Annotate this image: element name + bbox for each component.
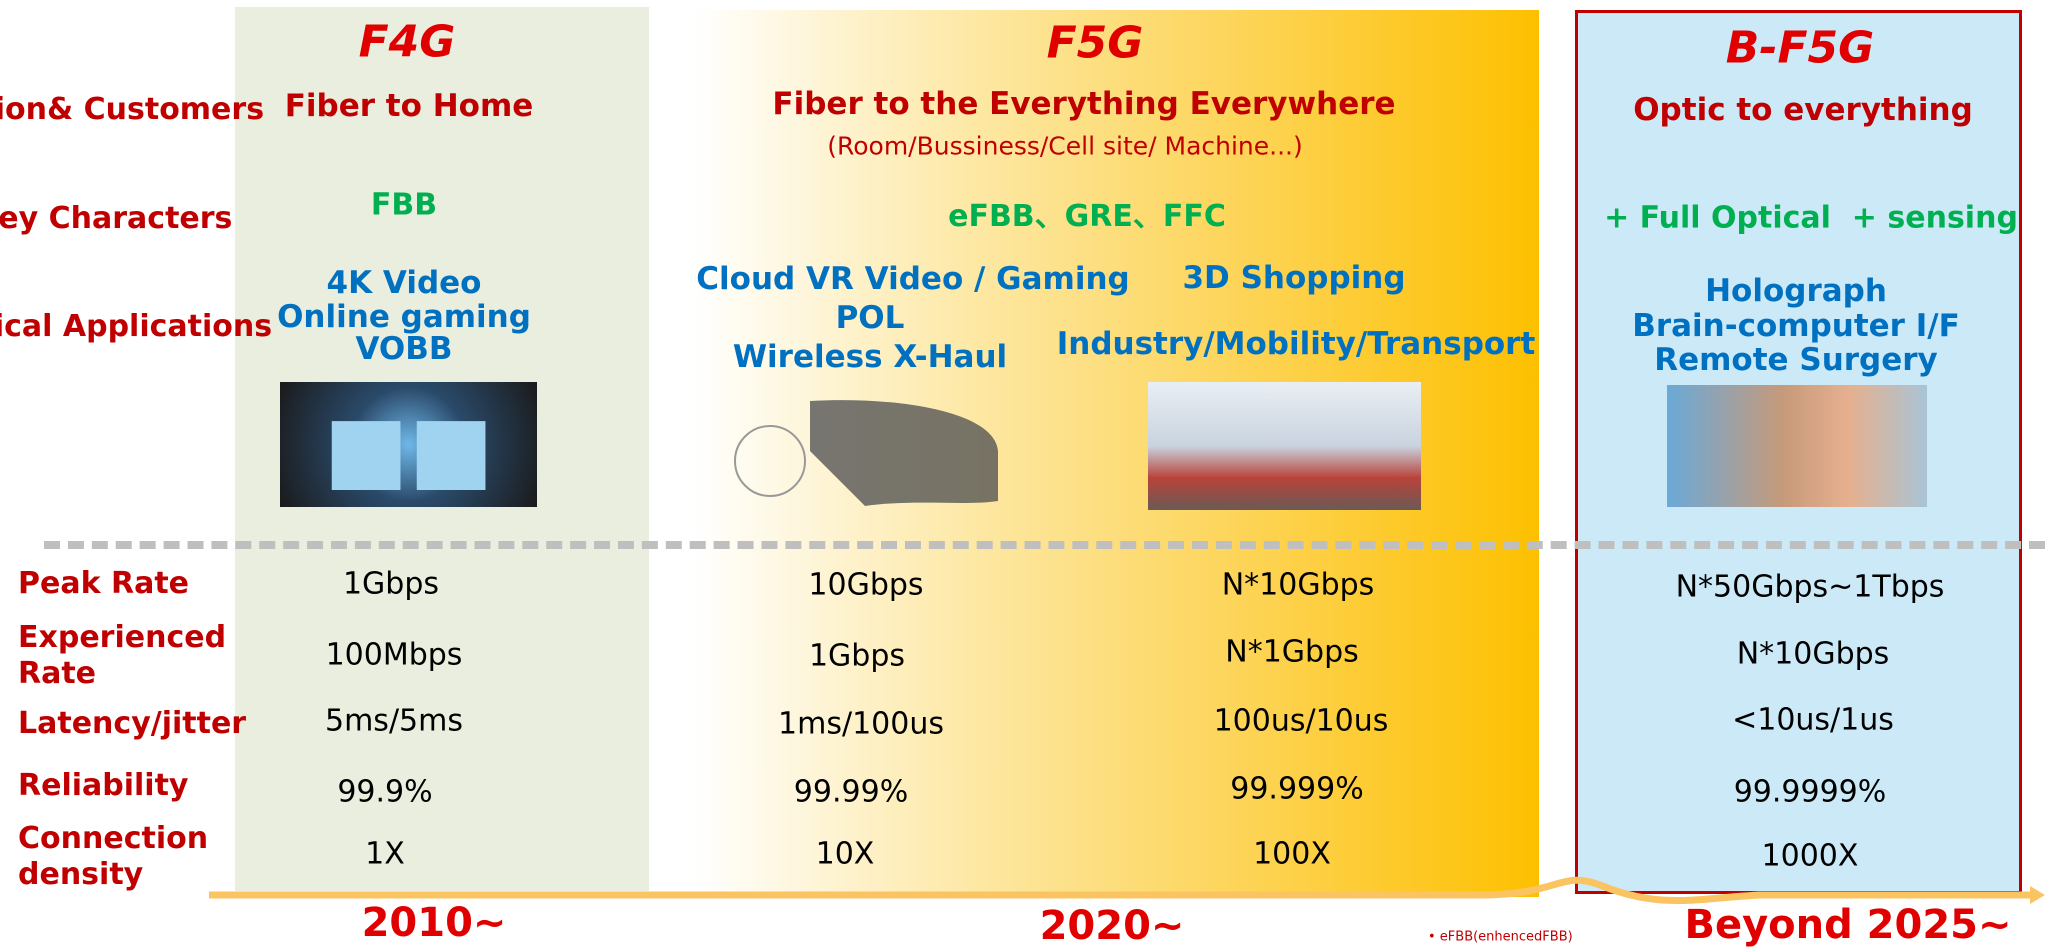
application: Online gaming: [277, 299, 531, 335]
year: Beyond 2025~: [1684, 902, 2011, 948]
application: 4K Video: [327, 265, 482, 301]
characters: FBB: [371, 188, 437, 223]
application: Remote Surgery: [1654, 342, 1938, 378]
application: Brain-computer I/F: [1632, 308, 1960, 344]
metric: 100us/10us: [1214, 704, 1389, 739]
vr-sketch: [715, 391, 998, 522]
metric: 1X: [365, 837, 405, 872]
vision-sub: (Room/Bussiness/Cell site/ Machine...): [827, 132, 1303, 161]
metric: 1ms/100us: [778, 707, 944, 742]
image-holograph: [1667, 385, 1927, 507]
metric: <10us/1us: [1732, 703, 1894, 738]
metric: 99.9999%: [1734, 775, 1887, 810]
slide: {"row_labels":{"vision":"Vision& Custome…: [0, 0, 2045, 945]
arrow-head: [2030, 886, 2045, 904]
characters: eFBB、GRE、FFC: [948, 191, 1226, 235]
metric: 1Gbps: [809, 639, 905, 674]
application: 3D Shopping: [1182, 260, 1405, 296]
row-label: Key Characters: [0, 201, 232, 237]
image-3d: [1148, 382, 1421, 510]
timeline-arrow: [209, 880, 2030, 900]
application: POL: [836, 300, 905, 336]
metric: 5ms/5ms: [325, 704, 463, 739]
year: 2020~: [1040, 903, 1185, 949]
row-label: Experienced Rate: [18, 620, 218, 692]
metric: 10Gbps: [808, 568, 923, 603]
characters: + Full Optical + sensing: [1604, 201, 2018, 236]
vision: Fiber to the Everything Everywhere: [772, 86, 1395, 122]
metric: 99.9%: [337, 775, 432, 810]
row-label: Vision& Customers: [0, 92, 264, 128]
row-label: Connection density: [18, 821, 218, 893]
image-vr: [715, 391, 998, 522]
row-label: Typical Applications: [0, 309, 272, 345]
row-label: Latency/jitter: [18, 706, 246, 742]
generation-title: F4G: [359, 17, 456, 68]
generation-title: F5G: [1047, 18, 1144, 69]
footnote: • eFBB(enhencedFBB): [1428, 930, 1573, 945]
year: 2010~: [362, 900, 507, 946]
image-glyph: ■■: [280, 396, 537, 501]
row-label: Peak Rate: [18, 566, 189, 602]
metric: N*10Gbps: [1737, 637, 1890, 672]
metric: 100X: [1253, 837, 1331, 872]
generation-title: B-F5G: [1726, 23, 1875, 74]
metric: N*50Gbps~1Tbps: [1676, 570, 1945, 605]
application: VOBB: [355, 331, 452, 367]
metric: 10X: [816, 837, 875, 872]
metric: N*10Gbps: [1222, 568, 1375, 603]
metric: 1Gbps: [343, 567, 439, 602]
vision: Optic to everything: [1633, 92, 1973, 128]
vision: Fiber to Home: [285, 88, 534, 124]
metric: N*1Gbps: [1225, 635, 1359, 670]
metric: 1000X: [1762, 839, 1859, 874]
application: Cloud VR Video / Gaming: [696, 261, 1129, 297]
metric: 100Mbps: [326, 638, 463, 673]
metric: 99.999%: [1230, 772, 1363, 807]
application: Industry/Mobility/Transport: [1057, 326, 1536, 362]
application: Holograph: [1705, 273, 1887, 309]
image-4k: ■■: [280, 382, 537, 507]
row-label: Reliability: [18, 768, 188, 804]
application: Wireless X-Haul: [733, 339, 1007, 375]
metric: 99.99%: [794, 775, 908, 810]
